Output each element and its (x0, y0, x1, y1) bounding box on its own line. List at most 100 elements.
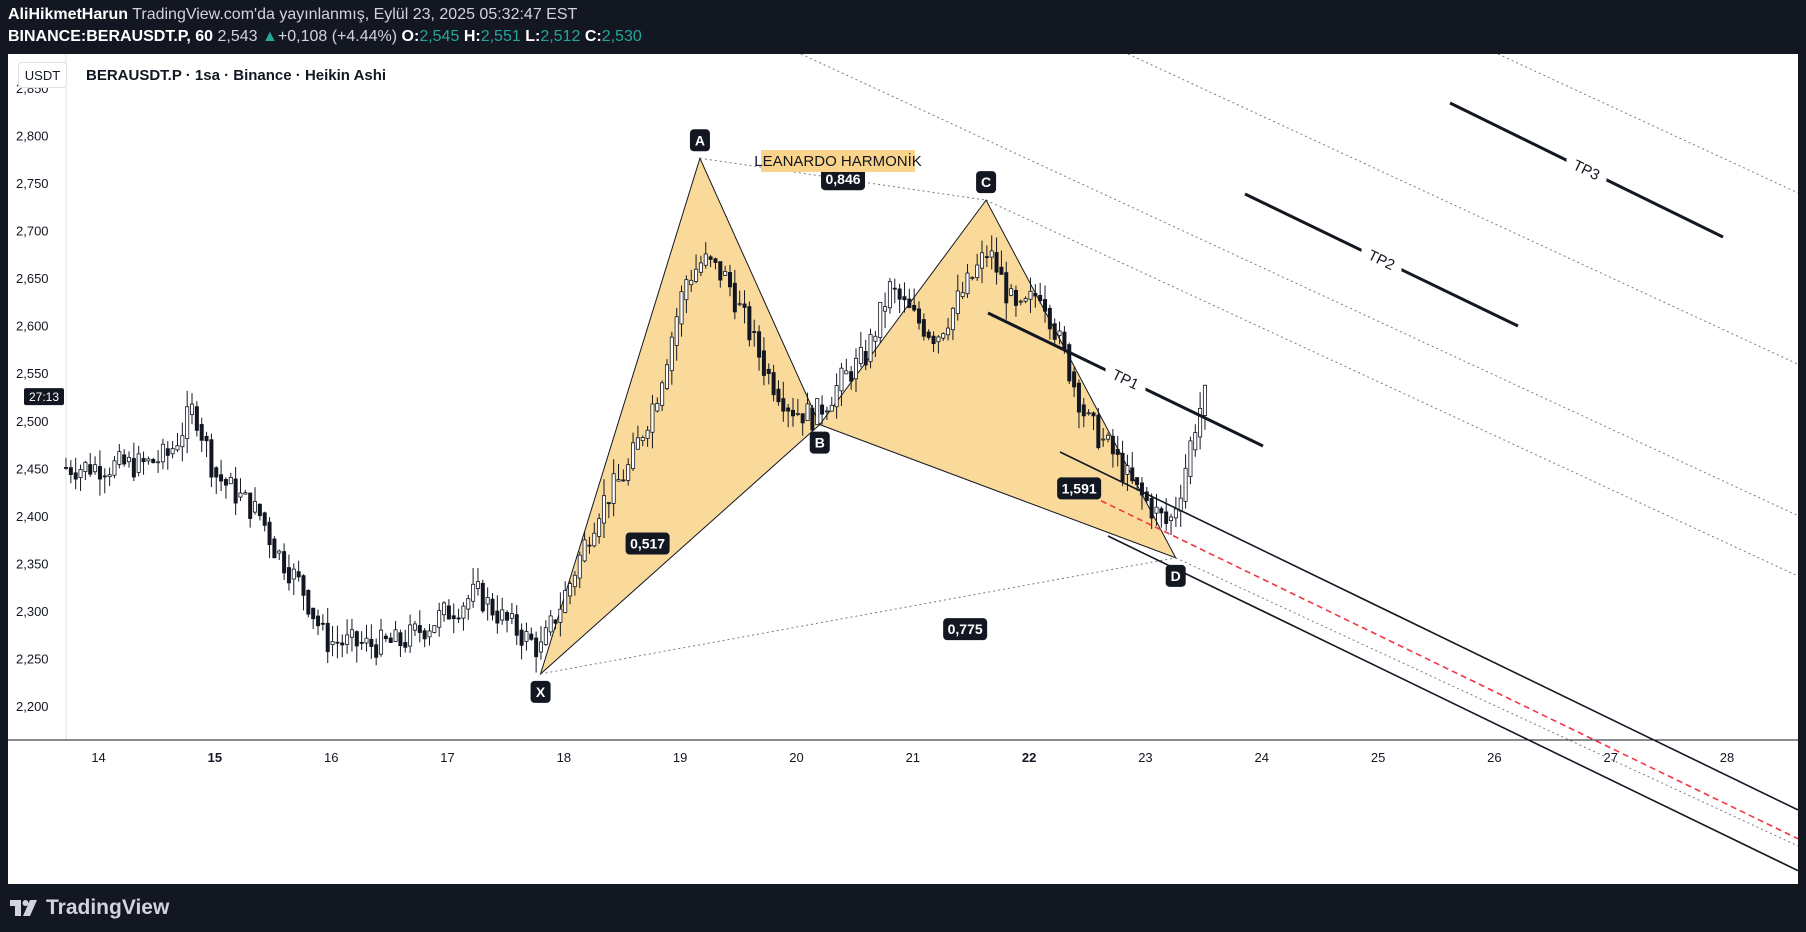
candle-body (761, 350, 766, 376)
candle-body (131, 458, 136, 478)
x-tick-label: 23 (1138, 750, 1152, 765)
candle-body (873, 335, 878, 342)
author-name[interactable]: AliHikmetHarun (8, 6, 129, 23)
candle-body (868, 334, 873, 363)
ratio-label: 0,517 (630, 536, 665, 552)
candle-body (1183, 467, 1188, 502)
candle-body (737, 303, 742, 306)
pattern-point-badge (689, 129, 710, 152)
currency-button[interactable]: USDT (18, 62, 67, 88)
candle-body (1149, 498, 1154, 519)
candle-body (601, 495, 606, 524)
candle-body (548, 615, 553, 633)
x-tick-label: 26 (1487, 750, 1501, 765)
candle-body (776, 388, 781, 403)
candle-body (883, 306, 888, 312)
candle-body (185, 406, 190, 439)
candle-body (1193, 432, 1198, 451)
candle-body (330, 641, 335, 646)
ratio-label: 1,591 (1062, 480, 1097, 496)
footer: TradingView (0, 884, 1806, 932)
candle-body (936, 336, 941, 343)
candle-body (1086, 412, 1091, 415)
candle-body (708, 256, 713, 260)
candle-body (650, 403, 655, 433)
candle-body (156, 461, 161, 464)
candle-body (664, 364, 669, 389)
dotted-channel-line (1497, 54, 1798, 194)
y-tick-label: 2,650 (16, 271, 49, 286)
candle-body (1023, 298, 1028, 302)
candle-body (325, 622, 330, 653)
price-chart[interactable]: 2,8502,8002,7502,7002,6502,6002,5502,500… (8, 54, 1798, 884)
candle-body (917, 308, 922, 324)
target-label-bg (1105, 368, 1146, 391)
target-label-bg (1566, 159, 1607, 181)
symbol-interval[interactable]: BINANCE:BERAUSDT.P, 60 (8, 28, 214, 45)
y-tick-label: 2,550 (16, 366, 49, 381)
candle-body (316, 615, 321, 627)
candle-body (374, 644, 379, 658)
tradingview-logo[interactable]: TradingView (10, 896, 169, 920)
candle-body (941, 333, 946, 339)
candle-body (897, 288, 902, 300)
change-value: +0,108 (+4.44%) (277, 28, 398, 45)
candle-body (165, 448, 170, 456)
candle-body (127, 456, 132, 463)
pattern-point-badge (809, 431, 830, 454)
candle-body (1028, 290, 1033, 300)
candle-body (485, 597, 490, 605)
candle-body (742, 303, 747, 308)
pattern-point-label: C (981, 174, 991, 190)
countdown-badge (24, 388, 64, 406)
ratio-badge (1057, 477, 1102, 500)
candle-body (960, 292, 965, 298)
candle-body (694, 268, 699, 282)
candle-body (829, 404, 834, 412)
candle-body (349, 629, 354, 638)
candle-body (383, 635, 388, 640)
candle-body (854, 357, 859, 380)
candle-body (1173, 508, 1178, 519)
candle-body (946, 327, 951, 336)
candle-body (727, 272, 732, 288)
pattern-name-label: LEANARDO HARMONİK (754, 152, 922, 170)
y-tick-label: 2,800 (16, 128, 49, 143)
x-tick-label: 21 (906, 750, 920, 765)
candle-body (824, 410, 829, 413)
published-info: TradingView.com'da yayınlanmış, Eylül 23… (132, 6, 578, 23)
candle-body (180, 435, 185, 448)
candle-body (238, 492, 243, 498)
publication-line: AliHikmetHarun TradingView.com'da yayınl… (8, 6, 577, 24)
candle-body (713, 258, 718, 263)
candle-body (844, 370, 849, 375)
candle-body (592, 532, 597, 547)
candle-body (757, 331, 762, 358)
candle-body (1159, 508, 1164, 514)
candle-body (1110, 435, 1115, 455)
candle-body (635, 437, 640, 450)
candle-body (563, 590, 568, 613)
low-value: 2,512 (540, 28, 581, 45)
candle-body (1169, 516, 1174, 522)
candle-body (83, 461, 88, 472)
candle-body (849, 371, 854, 382)
dotted-channel-line (1127, 54, 1798, 365)
candle-body (747, 306, 752, 341)
candle-body (320, 622, 325, 625)
candle-body (1062, 331, 1067, 350)
candle-body (839, 367, 844, 392)
candle-body (451, 615, 456, 620)
candle-body (495, 610, 500, 624)
candle-body (306, 589, 311, 615)
candle-body (1009, 288, 1014, 296)
y-tick-label: 2,300 (16, 604, 49, 619)
candle-body (950, 307, 955, 331)
candle-body (1091, 412, 1096, 417)
candle-body (519, 629, 524, 646)
candle-body (301, 575, 306, 596)
open-value: 2,545 (419, 28, 460, 45)
chart-pane[interactable]: 2,850 2,800 2,750 2,700 2,650 2,600 2,550 2,500… (8, 54, 1798, 884)
channel-mid-line (1082, 491, 1798, 840)
candle-body (204, 435, 209, 442)
